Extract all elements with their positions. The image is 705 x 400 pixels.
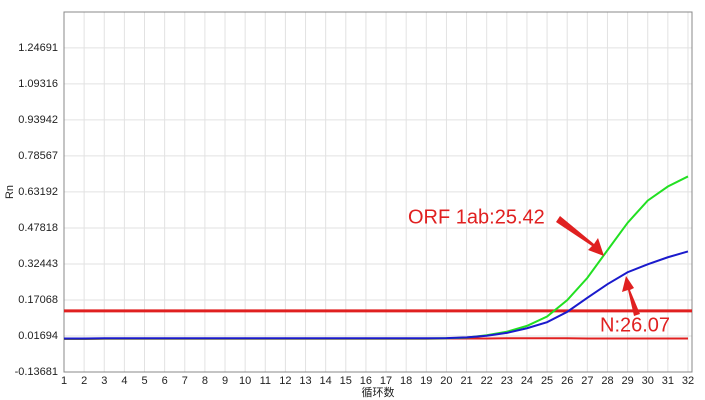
x-tick-label: 8 <box>202 375 208 387</box>
y-axis-label: Rn <box>4 185 16 199</box>
x-tick-label: 10 <box>239 375 251 387</box>
y-tick-label: 0.32443 <box>18 258 58 270</box>
y-tick-label: 1.09316 <box>18 78 58 90</box>
x-tick-label: 32 <box>682 375 694 387</box>
x-tick-label: 31 <box>662 375 674 387</box>
series-line <box>64 175 689 340</box>
y-tick-label: -0.13681 <box>15 366 58 378</box>
grid <box>63 12 692 373</box>
marks <box>64 175 692 341</box>
y-tick-label: 0.78567 <box>18 150 58 162</box>
y-tick-label: 0.01694 <box>18 330 58 342</box>
y-tick-label: 1.24691 <box>18 42 58 54</box>
x-tick-label: 6 <box>162 375 168 387</box>
x-tick-label: 21 <box>460 375 472 387</box>
x-tick-label: 26 <box>561 375 573 387</box>
x-tick-label: 5 <box>141 375 147 387</box>
arrow <box>622 276 640 316</box>
arrow <box>556 216 604 256</box>
y-tick-label: 0.47818 <box>18 222 58 234</box>
x-tick-label: 11 <box>260 375 271 387</box>
x-tick-label: 9 <box>222 375 228 387</box>
plot-frame <box>63 11 693 373</box>
x-axis-label: 循环数 <box>362 386 395 399</box>
x-tick-label: 7 <box>182 375 188 387</box>
x-tick-label: 3 <box>101 375 107 387</box>
x-tick-label: 15 <box>340 375 352 387</box>
x-tick-label: 23 <box>501 375 513 387</box>
x-tick-label: 17 <box>380 375 392 387</box>
x-tick-label: 25 <box>541 375 553 387</box>
x-tick-label: 13 <box>299 375 311 387</box>
annotation: N:26.07 <box>600 314 670 336</box>
x-tick-label: 29 <box>621 375 633 387</box>
x-tick-label: 30 <box>642 375 654 387</box>
x-tick-label: 1 <box>61 375 67 387</box>
x-tick-label: 19 <box>420 375 432 387</box>
x-tick-label: 22 <box>481 375 493 387</box>
x-tick-label: 12 <box>279 375 291 387</box>
x-tick-label: 4 <box>121 375 127 387</box>
x-tick-label: 2 <box>81 375 87 387</box>
y-tick-label: 0.17068 <box>18 294 58 306</box>
y-tick-label: 0.63192 <box>18 186 58 198</box>
x-tick-label: 18 <box>400 375 412 387</box>
x-tick-label: 28 <box>601 375 613 387</box>
annotation: ORF 1ab:25.42 <box>408 206 545 228</box>
x-tick-label: 27 <box>581 375 593 387</box>
y-tick-label: 0.93942 <box>18 114 58 126</box>
x-tick-label: 16 <box>360 375 372 387</box>
x-tick-label: 20 <box>440 375 452 387</box>
x-tick-label: 14 <box>320 375 332 387</box>
series-line <box>64 250 689 340</box>
x-tick-label: 24 <box>521 375 533 387</box>
